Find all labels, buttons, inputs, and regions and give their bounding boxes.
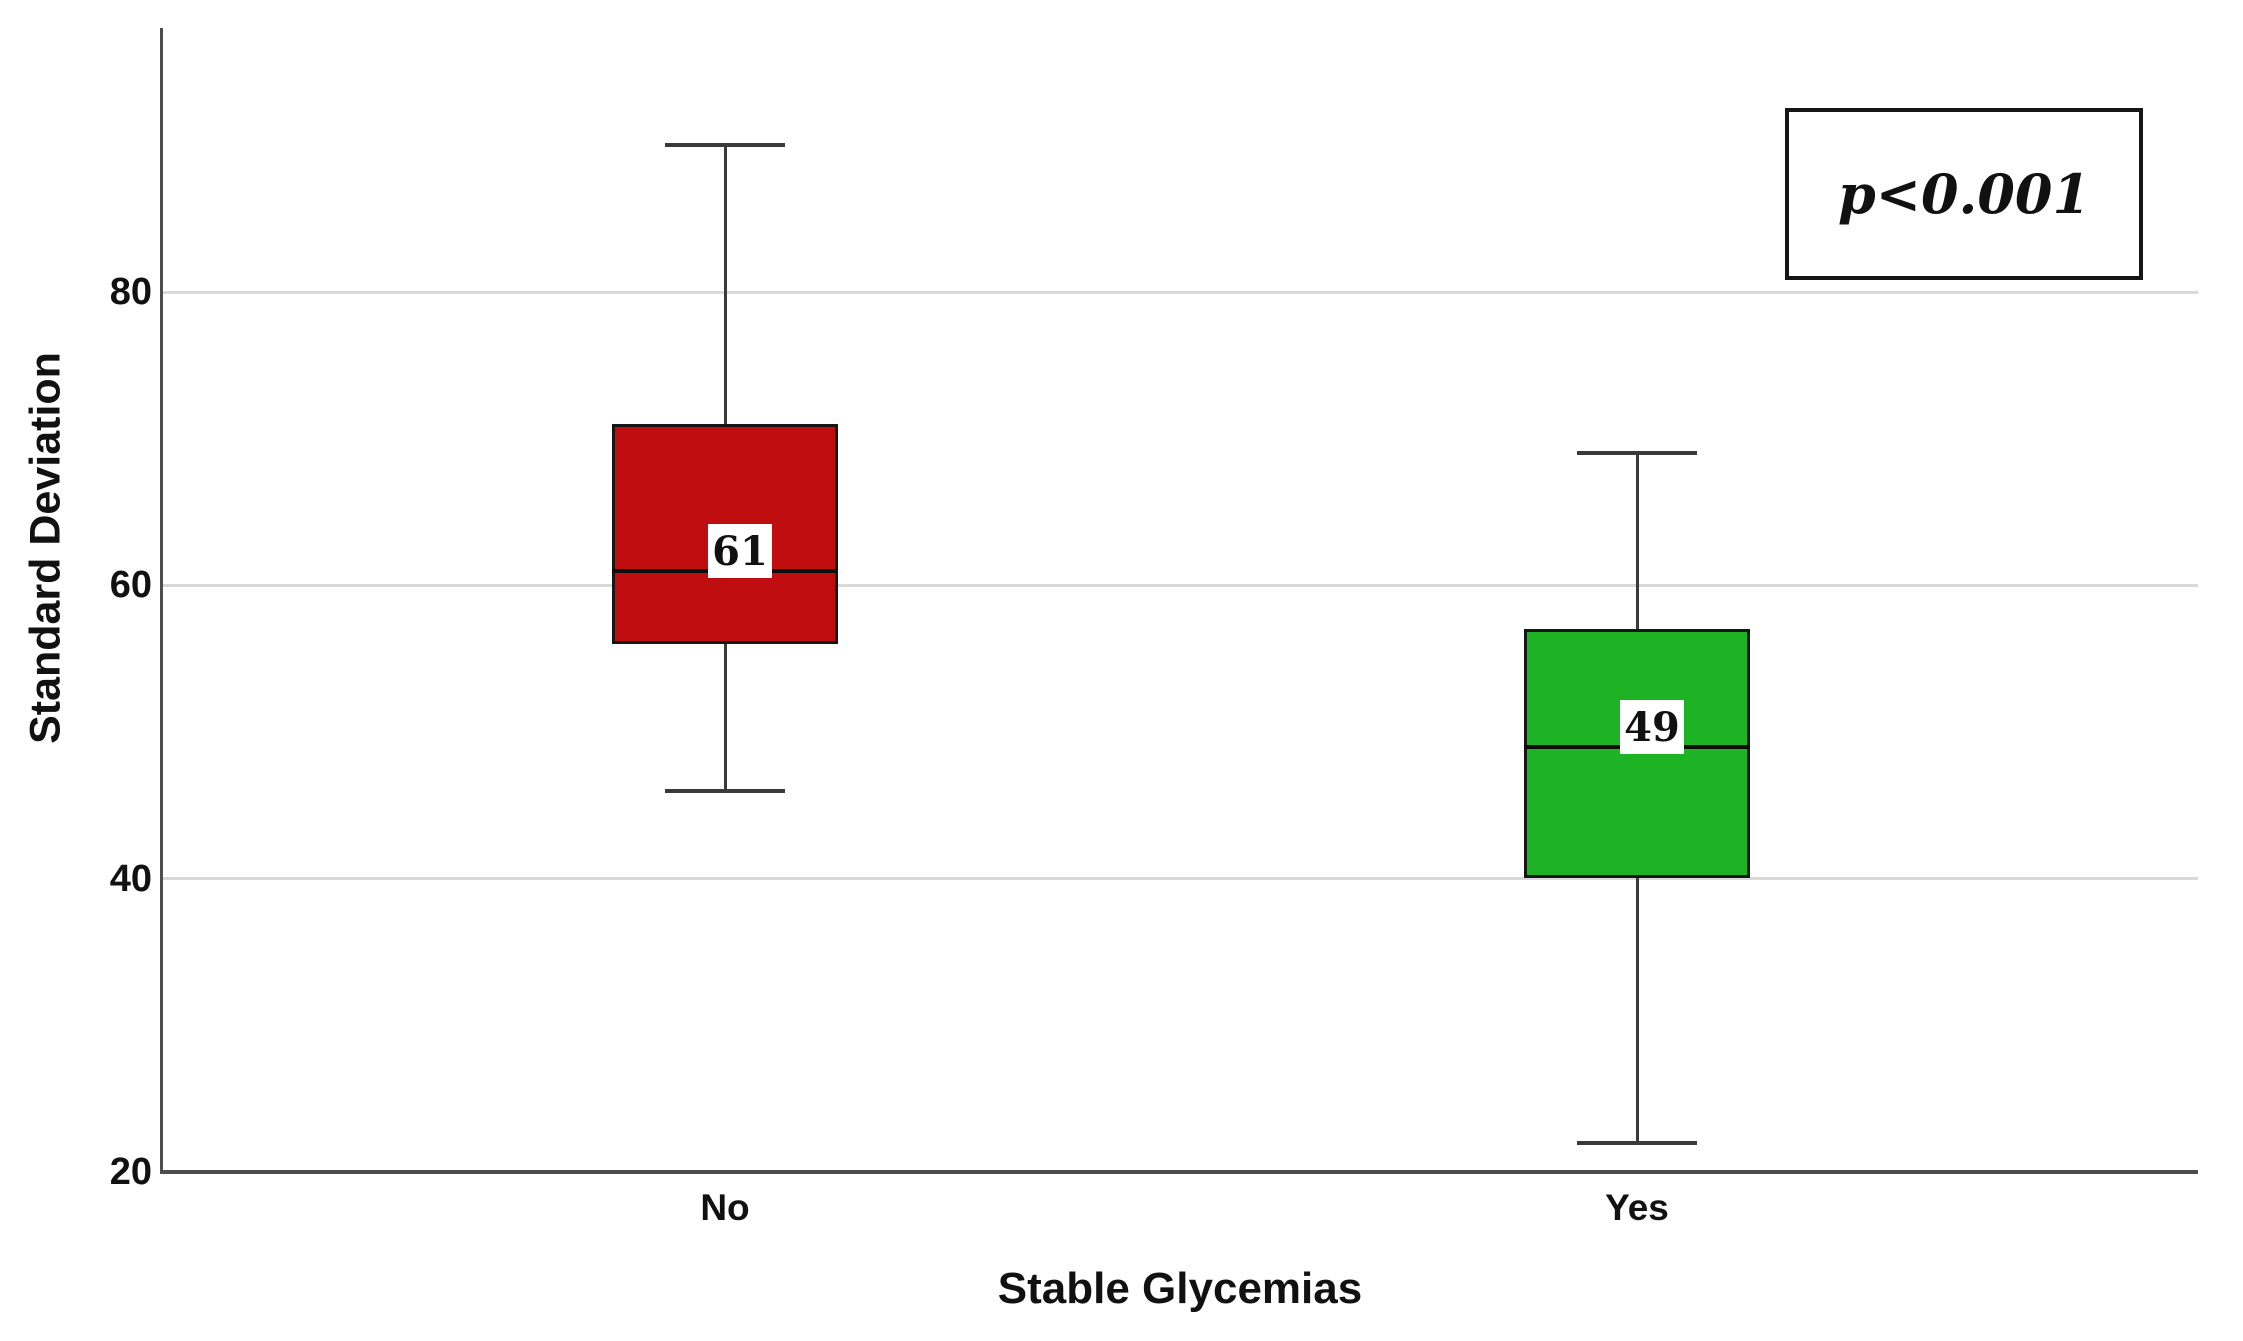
y-tick-label: 40 — [109, 858, 152, 900]
median-value-label: 61 — [708, 524, 772, 578]
y-tick-label: 80 — [109, 271, 152, 313]
p-value-box: p<0.001 — [1785, 108, 2143, 280]
y-tick-label: 60 — [109, 564, 152, 606]
whisker-cap-bottom — [1577, 1141, 1697, 1145]
x-axis-line — [160, 1170, 2198, 1174]
whisker-cap-top — [1577, 451, 1697, 455]
y-axis-line — [160, 28, 163, 1172]
y-tick-label: 20 — [109, 1151, 152, 1193]
category-label-yes: Yes — [1605, 1187, 1669, 1228]
gridline — [160, 877, 2198, 880]
gridline — [160, 584, 2198, 587]
gridline — [160, 291, 2198, 294]
whisker-cap-bottom — [665, 789, 785, 793]
x-axis-title: Stable Glycemias — [997, 1264, 1363, 1313]
category-label-no: No — [700, 1187, 750, 1228]
median-value-label: 49 — [1620, 700, 1684, 754]
p-value-text: p<0.001 — [1837, 162, 2091, 226]
whisker-cap-top — [665, 143, 785, 147]
